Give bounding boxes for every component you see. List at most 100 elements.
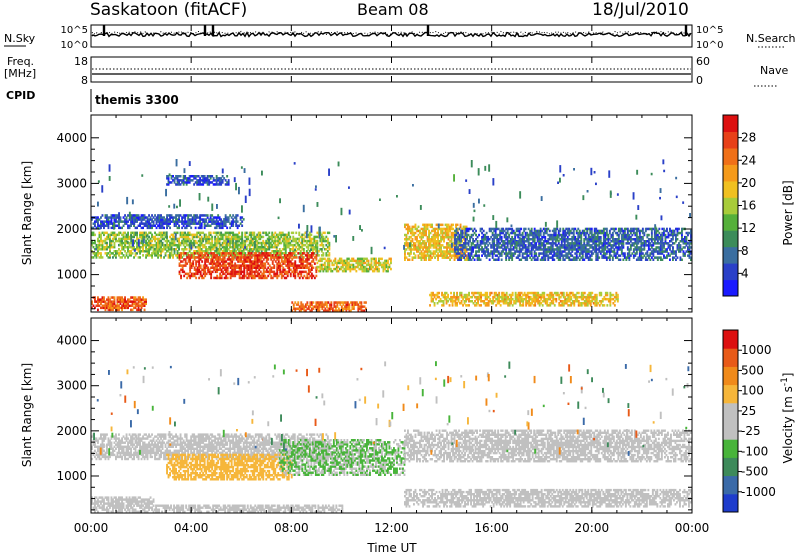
heatmap-cell (214, 266, 217, 269)
heatmap-cell (585, 297, 588, 301)
heatmap-cell (219, 266, 222, 269)
heatmap-cell (236, 235, 239, 239)
heatmap-cell (647, 256, 650, 259)
heatmap-cell (223, 266, 226, 269)
heatmap-cell (276, 266, 279, 269)
heatmap-cell (188, 233, 191, 237)
heatmap-cell (551, 235, 554, 239)
heatmap-cell (650, 231, 653, 235)
heatmap-cell (482, 238, 485, 241)
heatmap-cell (598, 248, 601, 251)
heatmap-cell (130, 241, 132, 245)
heatmap-cell (200, 231, 203, 235)
heatmap-cell (429, 304, 431, 307)
heatmap-cell (322, 305, 325, 308)
heatmap-cell (559, 248, 562, 251)
heatmap-cell (428, 229, 430, 233)
heatmap-cell (136, 248, 138, 251)
heatmap-cell (316, 245, 319, 249)
heatmap-cell (471, 300, 473, 303)
heatmap-cell (253, 266, 256, 269)
heatmap-cell (653, 240, 656, 243)
heatmap-cell (275, 235, 278, 239)
heatmap-cell (340, 301, 343, 304)
heatmap-cell (608, 229, 611, 233)
heatmap-cell (154, 254, 156, 257)
heatmap-cell (221, 235, 224, 239)
heatmap-cell (193, 258, 196, 261)
heatmap-cell (276, 252, 279, 255)
heatmap-cell (404, 225, 406, 229)
heatmap-cell (167, 243, 170, 247)
heatmap-cell (181, 270, 184, 274)
heatmap-cell (634, 227, 637, 231)
heatmap-cell (442, 304, 445, 307)
heatmap-cell (232, 258, 235, 261)
heatmap-cell (226, 248, 229, 251)
heatmap-cell (100, 252, 102, 255)
heatmap-cell (467, 248, 470, 251)
heatmap-cell (437, 235, 439, 239)
heatmap-cell (475, 229, 477, 233)
heatmap-cell (444, 254, 447, 257)
heatmap-cell (208, 256, 211, 259)
heatmap-cell (547, 258, 550, 261)
heatmap-cell (308, 243, 311, 247)
heatmap-cell (537, 295, 540, 299)
heatmap-cell (309, 254, 312, 257)
heatmap-cell (232, 270, 235, 274)
heatmap-cell (578, 244, 581, 247)
heatmap-cell (309, 264, 312, 267)
heatmap-cell (306, 274, 309, 278)
heatmap-cell (287, 241, 290, 245)
heatmap-cell (583, 244, 586, 247)
heatmap-cell (238, 266, 241, 269)
heatmap-cell (360, 301, 363, 304)
heatmap-cell (542, 258, 545, 261)
heatmap-cell (440, 235, 442, 239)
heatmap-cell (625, 227, 628, 231)
heatmap-cell (499, 295, 502, 299)
heatmap-cell (560, 242, 563, 245)
heatmap-cell (472, 229, 474, 233)
heatmap-cell (283, 256, 286, 259)
heatmap-cell (416, 246, 418, 249)
heatmap-cell (167, 245, 170, 249)
heatmap-cell (434, 256, 436, 259)
heatmap-cell (276, 274, 279, 278)
heatmap-cell (304, 266, 307, 269)
heatmap-cell (279, 262, 282, 265)
heatmap-cell (540, 295, 543, 299)
heatmap-cell (506, 254, 509, 257)
heatmap-cell (259, 231, 262, 235)
heatmap-cell (229, 252, 232, 255)
heatmap-cell (638, 258, 641, 261)
heatmap-cell (656, 242, 659, 245)
heatmap-cell (407, 244, 409, 247)
heatmap-cell (125, 306, 128, 310)
heatmap-cell (661, 238, 664, 241)
heatmap-cell (220, 231, 223, 235)
heatmap-cell (461, 256, 463, 259)
heatmap-cell (109, 302, 111, 305)
heatmap-cell (250, 270, 253, 274)
heatmap-cell (532, 244, 535, 247)
heatmap-cell (533, 246, 536, 249)
heatmap-cell (524, 231, 527, 235)
heatmap-cell (566, 248, 569, 251)
heatmap-cell (500, 240, 503, 243)
heatmap-cell (244, 243, 247, 247)
heatmap-cell (110, 296, 113, 299)
heatmap-cell (225, 254, 228, 257)
heatmap-cell (300, 266, 303, 269)
heatmap-cell (118, 231, 120, 235)
heatmap-cell (184, 258, 187, 261)
heatmap-cell (562, 238, 565, 241)
heatmap-cell (422, 233, 424, 237)
heatmap-cell (569, 248, 572, 251)
heatmap-cell (638, 254, 641, 257)
heatmap-cell (610, 248, 613, 251)
heatmap-cell (280, 241, 283, 245)
heatmap-cell (103, 239, 105, 243)
heatmap-cell (183, 264, 186, 267)
